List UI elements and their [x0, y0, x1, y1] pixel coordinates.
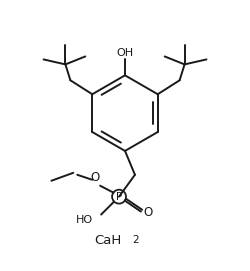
Text: P: P: [116, 192, 122, 202]
Text: O: O: [143, 206, 152, 219]
Text: CaH: CaH: [94, 234, 121, 247]
Text: HO: HO: [76, 215, 93, 225]
Text: 2: 2: [133, 235, 139, 246]
Text: OH: OH: [116, 49, 134, 59]
Text: O: O: [90, 171, 100, 184]
